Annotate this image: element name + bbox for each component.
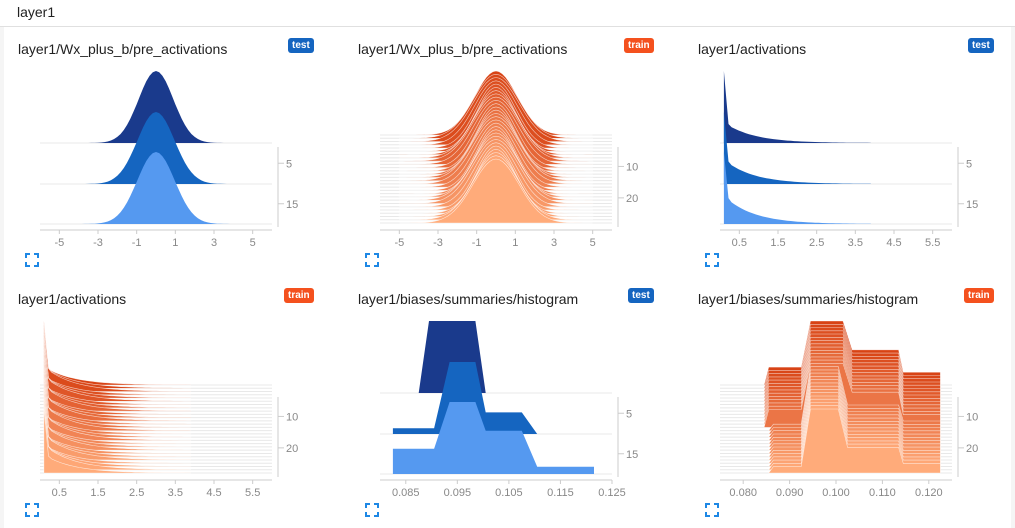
y-tick-label: 10 [966,411,978,423]
x-tick-label: 5 [590,237,596,249]
x-tick-label: 3.5 [168,487,183,499]
x-tick-label: 0.5 [52,487,67,499]
x-tick-label: -1 [132,237,142,249]
run-badge: test [288,38,314,53]
run-badge: train [964,288,994,303]
histogram-plot: -5 -3 -1 1 3 5 10 20 [380,70,638,249]
x-tick-label: 3.5 [848,237,863,249]
fullscreen-icon[interactable] [25,253,39,267]
histogram-slice [59,112,253,184]
x-tick-label: 3 [551,237,557,249]
histogram-slice [43,408,192,474]
histogram-card: layer1/activations test 0.5 1.5 2.5 3.5 4.5 5… [684,27,1014,267]
fullscreen-icon[interactable] [25,503,39,517]
histogram-slice [723,152,871,224]
y-tick-label: 15 [966,199,978,211]
x-tick-label: 0.100 [822,487,850,499]
y-tick-label: 5 [626,408,632,420]
run-badge: test [628,288,654,303]
x-tick-label: 5 [250,237,256,249]
x-tick-label: 0.5 [732,237,747,249]
histogram-grid: layer1/Wx_plus_b/pre_activations test -5… [4,27,1011,528]
card-title: layer1/activations [18,291,127,307]
x-tick-label: 4.5 [206,487,221,499]
histogram-card: layer1/biases/summaries/histogram test 0… [344,277,674,517]
card-title: layer1/activations [698,41,807,57]
x-tick-label: 0.105 [495,487,523,499]
histogram-slice [59,152,253,224]
histogram-card: layer1/activations train 0.5 1.5 2.5 3.5 4.5… [4,277,334,517]
histogram-slice [43,320,192,386]
histogram-plot: -5 -3 -1 1 3 5 5 15 [40,71,298,249]
x-tick-label: 2.5 [809,237,824,249]
histogram-slice [43,324,192,390]
x-tick-label: 1 [172,237,178,249]
card-title: layer1/biases/summaries/histogram [698,291,919,307]
x-tick-label: 1.5 [770,237,785,249]
histogram-plot: 0.085 0.095 0.105 0.115 0.125 5 15 [380,321,638,499]
y-tick-label: 15 [626,449,638,461]
x-tick-label: 1 [512,237,518,249]
histogram-card: layer1/Wx_plus_b/pre_activations test -5… [4,27,334,267]
card-title: layer1/biases/summaries/histogram [358,291,579,307]
x-tick-label: 0.125 [598,487,626,499]
histogram-plot: 0.080 0.090 0.100 0.110 0.120 10 20 [720,320,978,499]
x-tick-label: 4.5 [886,237,901,249]
fullscreen-icon[interactable] [365,503,379,517]
histogram-card: layer1/biases/summaries/histogram train … [684,277,1014,517]
x-tick-label: 5.5 [925,237,940,249]
y-tick-label: 10 [626,161,638,173]
x-tick-label: -5 [54,237,64,249]
histogram-slice [392,362,538,434]
y-tick-label: 10 [286,411,298,423]
x-tick-label: 0.120 [915,487,943,499]
histogram-slice [723,112,871,184]
run-badge: train [624,38,654,53]
x-tick-label: 0.085 [392,487,420,499]
x-tick-label: -3 [433,237,443,249]
x-tick-label: 0.110 [869,487,896,499]
section-header[interactable]: layer1 [0,0,1015,27]
y-tick-label: 5 [966,158,972,170]
histogram-plot: 0.5 1.5 2.5 3.5 4.5 5.5 5 15 [720,71,978,249]
histogram-slice [723,71,871,143]
y-tick-label: 20 [966,443,978,455]
histogram-slice [392,402,594,474]
fullscreen-icon[interactable] [705,503,719,517]
x-tick-label: 0.090 [776,487,804,499]
section-title: layer1 [17,4,56,20]
card-title: layer1/Wx_plus_b/pre_activations [358,41,568,57]
run-badge: train [284,288,314,303]
card-title: layer1/Wx_plus_b/pre_activations [18,41,228,57]
x-tick-label: 2.5 [129,487,144,499]
histogram-slice [42,327,192,392]
x-tick-label: 0.115 [547,487,574,499]
x-tick-label: -5 [394,237,404,249]
x-tick-label: 3 [211,237,217,249]
x-tick-label: 5.5 [245,487,260,499]
x-tick-label: -3 [93,237,103,249]
histogram-slice [399,158,593,224]
x-tick-label: 1.5 [90,487,105,499]
y-tick-label: 15 [286,199,298,211]
histogram-slice [768,408,941,474]
histogram-slice [59,71,253,143]
run-badge: test [968,38,994,53]
histogram-plot: 0.5 1.5 2.5 3.5 4.5 5.5 10 20 [40,320,298,499]
y-tick-label: 20 [286,443,298,455]
x-tick-label: 0.095 [444,487,472,499]
x-tick-label: 0.080 [729,487,757,499]
y-tick-label: 5 [286,158,292,170]
y-tick-label: 20 [626,193,638,205]
fullscreen-icon[interactable] [705,253,719,267]
x-tick-label: -1 [472,237,482,249]
fullscreen-icon[interactable] [365,253,379,267]
histogram-card: layer1/Wx_plus_b/pre_activations train -… [344,27,674,267]
